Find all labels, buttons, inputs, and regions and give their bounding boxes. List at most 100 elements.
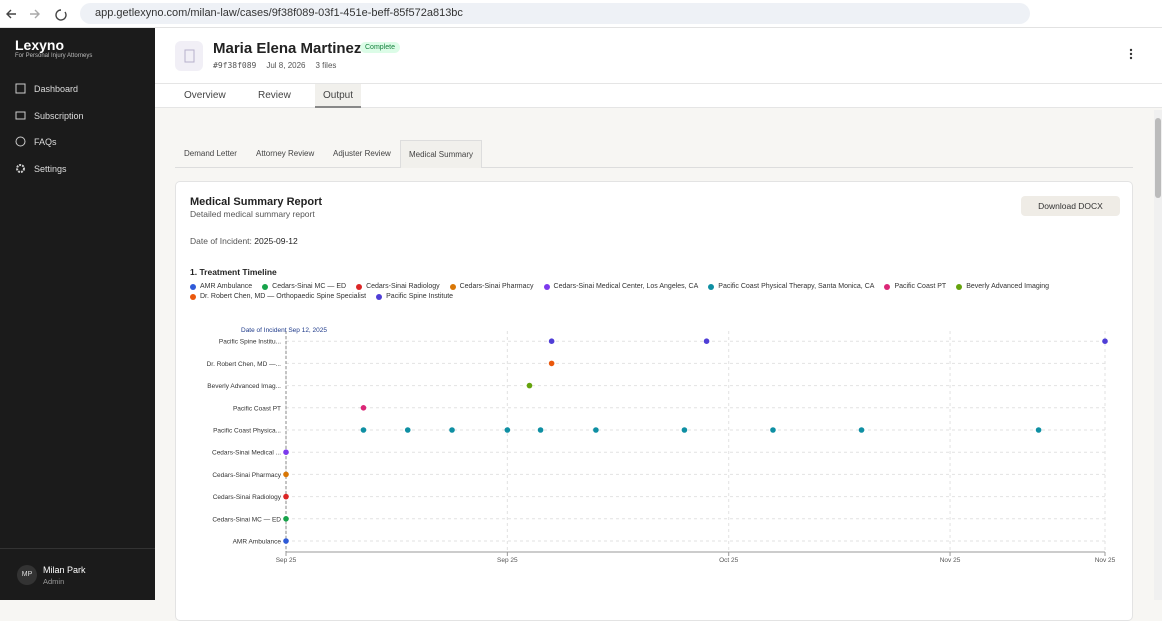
subtab-rule [175,167,1133,168]
legend-label: Pacific Spine Institute [386,293,454,300]
legend-item[interactable]: Cedars-Sinai Medical Center, Los Angeles… [543,283,699,290]
x-tick-label: Oct 25 [719,557,739,564]
legend-swatch [884,283,891,290]
case-meta: #9f38f089 Jul 8, 2026 3 files [213,61,336,70]
case-files: 3 files [315,61,337,70]
point [360,405,367,411]
point [703,338,710,344]
user-name: Milan Park [43,565,86,575]
legend-swatch [449,283,456,290]
legend: AMR Ambulance Cedars-Sinai MC — ED Cedars-… [190,283,1090,300]
incident: Date of Incident: 2025-09-12 [190,236,298,246]
point [858,427,865,433]
case-header: Maria Elena Martinez Complete #9f38f089 … [155,28,1162,84]
legend-swatch [543,283,550,290]
tab-bar: Overview Review Output [155,84,1162,108]
y-tick-label: Beverly Advanced Imag... [207,383,281,390]
case-date: Jul 8, 2026 [266,61,306,70]
legend-item[interactable]: Beverly Advanced Imaging [956,283,1049,290]
point [283,471,289,478]
legend-item[interactable]: Pacific Coast PT [884,283,946,290]
brand[interactable]: Lexyno [15,37,65,53]
nav-label: Dashboard [34,83,79,94]
x-tick-label: Nov 25 [940,557,961,564]
point [593,427,599,433]
point [681,427,688,433]
incident-label: Date of Incident Sep 12, 2025 [241,327,327,334]
legend-swatch [956,283,963,290]
legend-label: Cedars-Sinai Medical Center, Los Angeles… [553,283,699,290]
tagline: For Personal Injury Attorneys [15,53,93,59]
legend-item[interactable]: Pacific Spine Institute [376,293,453,300]
sidebar: Lexyno For Personal Injury Attorneys Das… [0,28,155,600]
nav-item[interactable]: Dashboard [15,83,78,94]
menu-button[interactable] [1128,48,1134,62]
subtab-active[interactable]: Medical Summary [400,140,483,168]
download-button[interactable]: Download DOCX [1021,196,1120,216]
y-tick-label: Pacific Coast Physica... [213,428,281,435]
incident-date: 2025-09-12 [254,236,298,246]
point [770,427,776,433]
nav-item[interactable]: Subscription [15,110,84,121]
point [360,427,367,433]
case-id: #9f38f089 [213,61,257,70]
subtab[interactable]: Adjuster Review [333,149,391,158]
incident-label: Date of Incident: [190,236,252,246]
point [537,427,544,433]
doc-icon [175,41,203,71]
legend-label: Pacific Coast Physical Therapy, Santa Mo… [718,283,875,290]
legend-item[interactable]: Cedars-Sinai Pharmacy [449,283,534,290]
subtab[interactable]: Demand Letter [184,149,237,158]
status-badge: Complete [360,42,400,53]
legend-item[interactable]: Cedars-Sinai Radiology [356,283,440,290]
url-bar[interactable]: app.getlexyno.com/milan-law/cases/9f38f0… [80,3,1030,24]
nav-label: Subscription [34,110,84,121]
legend-label: Cedars-Sinai Pharmacy [459,283,534,290]
legend-item[interactable]: AMR Ambulance [190,283,252,290]
x-tick-label: Sep 25 [497,557,518,564]
user-role: Admin [43,577,65,586]
y-tick-label: Dr. Robert Chen, MD —... [207,361,282,368]
nav-item[interactable]: Settings [15,163,67,174]
nav-buttons[interactable] [6,7,72,21]
report-subtitle: Detailed medical summary report [190,209,315,219]
point [548,360,555,367]
y-tick-label: Pacific Coast PT [233,405,281,412]
section-title: 1. Treatment Timeline [190,267,277,277]
legend-item[interactable]: Pacific Coast Physical Therapy, Santa Mo… [708,283,874,290]
scrollbar[interactable] [1154,110,1162,600]
point [283,493,289,500]
nav-label: Settings [34,163,67,174]
timeline-chart: AMR Ambulance Cedars-Sinai MC — ED Cedars-… [207,327,1116,564]
point [1035,427,1042,433]
legend-item[interactable]: Dr. Robert Chen, MD — Orthopaedic Spine … [190,293,366,300]
subtab[interactable]: Attorney Review [256,149,315,158]
avatar: MP [17,565,37,585]
legend-label: AMR Ambulance [200,283,253,290]
point [526,382,533,389]
nav-label: FAQs [34,136,57,147]
nav-item[interactable]: FAQs [15,136,57,147]
user-panel[interactable]: MP Milan Park Admin [0,548,155,600]
y-tick-label: Cedars-Sinai Medical ... [212,450,281,457]
y-tick-label: AMR Ambulance [233,539,282,546]
tab-active[interactable]: Output [315,84,362,108]
main: Maria Elena Martinez Complete #9f38f089 … [155,28,1162,621]
point [548,338,555,344]
tab[interactable]: Review [258,90,291,101]
legend-label: Dr. Robert Chen, MD — Orthopaedic Spine … [200,293,367,300]
legend-swatch [356,283,363,290]
point [449,427,455,433]
y-tick-label: Cedars-Sinai Pharmacy [212,472,281,479]
legend-swatch [190,283,196,290]
browser-bar: app.getlexyno.com/milan-law/cases/9f38f0… [0,0,1162,28]
point [504,427,511,433]
y-tick-label: Cedars-Sinai MC — ED [212,516,281,523]
legend-item[interactable]: Cedars-Sinai MC — ED [262,283,346,290]
legend-label: Cedars-Sinai Radiology [366,283,440,290]
point [404,427,411,433]
tab[interactable]: Overview [184,90,226,101]
point [1102,338,1108,344]
point [283,538,289,544]
